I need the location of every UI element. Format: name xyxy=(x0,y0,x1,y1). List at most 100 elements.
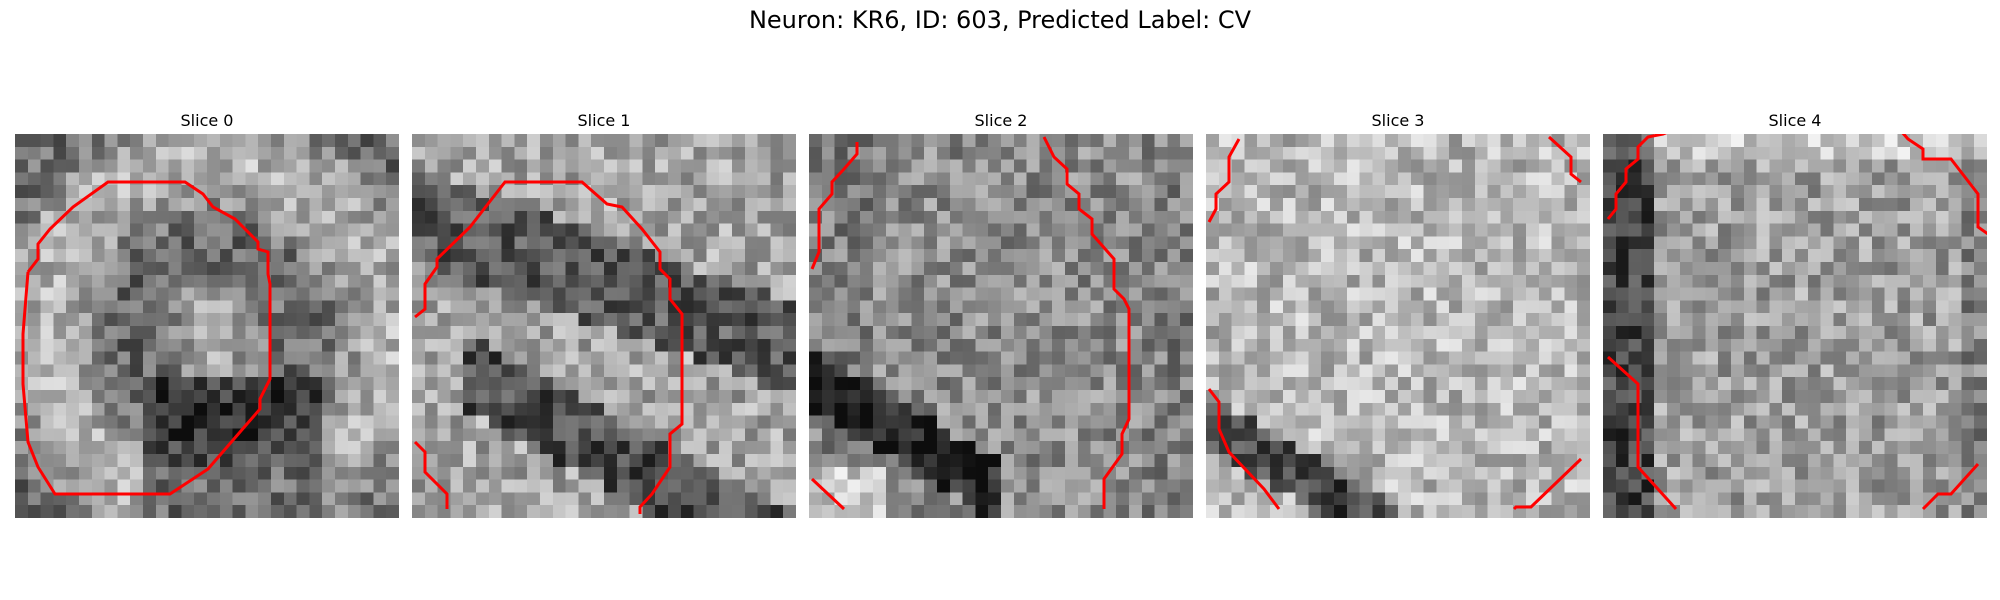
pixel xyxy=(1334,236,1348,250)
pixel xyxy=(552,338,567,353)
pixel xyxy=(1065,274,1079,289)
pixel xyxy=(744,313,759,327)
pixel xyxy=(1833,492,1847,506)
pixel xyxy=(1167,492,1181,506)
pixel xyxy=(1538,402,1553,417)
pixel xyxy=(732,390,746,404)
pixel xyxy=(949,492,964,506)
pixel xyxy=(271,249,285,263)
pixel xyxy=(847,364,861,378)
pixel xyxy=(1398,466,1412,481)
pixel xyxy=(680,223,695,237)
pixel xyxy=(565,172,579,186)
pixel xyxy=(181,441,195,455)
pixel xyxy=(1090,492,1104,506)
pixel xyxy=(1935,364,1950,378)
pixel xyxy=(1474,159,1489,173)
pixel xyxy=(232,466,246,481)
pixel xyxy=(219,415,234,429)
pixel xyxy=(296,210,310,225)
pixel xyxy=(1180,262,1193,276)
pixel xyxy=(988,300,1002,314)
pixel xyxy=(1436,479,1450,493)
pixel xyxy=(1206,159,1220,173)
pixel xyxy=(412,492,426,506)
pixel xyxy=(1718,185,1732,199)
pixel xyxy=(104,326,118,340)
pixel xyxy=(143,415,157,429)
pixel xyxy=(143,441,157,455)
pixel xyxy=(258,364,272,378)
pixel xyxy=(283,134,298,148)
pixel xyxy=(1820,134,1834,148)
pixel xyxy=(309,428,323,442)
pixel xyxy=(821,223,836,237)
pixel xyxy=(1308,159,1322,173)
pixel xyxy=(629,492,643,506)
pixel xyxy=(1628,146,1642,161)
pixel xyxy=(437,146,451,161)
pixel xyxy=(514,466,528,481)
pixel xyxy=(373,262,387,276)
pixel xyxy=(719,479,733,493)
pixel xyxy=(66,326,80,340)
pixel xyxy=(578,198,592,212)
pixel xyxy=(885,159,900,173)
pixel xyxy=(1551,390,1565,404)
pixel xyxy=(1871,402,1886,417)
pixel xyxy=(1935,390,1950,404)
pixel xyxy=(347,441,362,455)
pixel xyxy=(744,441,759,455)
pixel xyxy=(937,249,951,263)
pixel xyxy=(1820,454,1834,468)
pixel xyxy=(386,210,399,225)
pixel xyxy=(1641,415,1655,429)
pixel xyxy=(1013,198,1028,212)
pixel xyxy=(1807,377,1822,391)
pixel xyxy=(1077,415,1092,429)
pixel xyxy=(194,390,208,404)
pixel xyxy=(1948,172,1962,186)
pixel xyxy=(1090,441,1104,455)
contour-4 xyxy=(1606,134,1987,511)
pixel xyxy=(53,415,67,429)
pixel xyxy=(693,198,707,212)
pixel xyxy=(1257,159,1271,173)
pixel xyxy=(66,236,80,250)
pixel xyxy=(873,441,887,455)
pixel xyxy=(821,262,836,276)
pixel xyxy=(130,338,144,353)
pixel xyxy=(1103,172,1117,186)
pixel xyxy=(1052,223,1066,237)
pixel xyxy=(1423,441,1437,455)
pixel xyxy=(1270,249,1284,263)
pixel xyxy=(847,185,861,199)
pixel xyxy=(1756,466,1770,481)
pixel xyxy=(1641,274,1655,289)
pixel xyxy=(1526,249,1540,263)
pixel xyxy=(40,428,54,442)
pixel xyxy=(1551,492,1565,506)
pixel xyxy=(527,454,541,468)
pixel xyxy=(335,402,349,417)
pixel xyxy=(1538,249,1553,263)
pixel xyxy=(1897,185,1911,199)
pixel xyxy=(219,466,234,481)
pixel xyxy=(988,313,1002,327)
pixel xyxy=(1359,415,1373,429)
pixel xyxy=(501,274,515,289)
pixel xyxy=(322,198,336,212)
pixel xyxy=(181,274,195,289)
pixel xyxy=(143,479,157,493)
pixel xyxy=(322,146,336,161)
pixel xyxy=(744,390,759,404)
pixel xyxy=(975,377,989,391)
pixel xyxy=(1206,402,1220,417)
pixel xyxy=(527,300,541,314)
pixel xyxy=(296,351,310,365)
pixel xyxy=(322,454,336,468)
pixel xyxy=(1090,338,1104,353)
pixel xyxy=(309,287,323,301)
pixel xyxy=(1077,274,1092,289)
pixel xyxy=(1628,287,1642,301)
